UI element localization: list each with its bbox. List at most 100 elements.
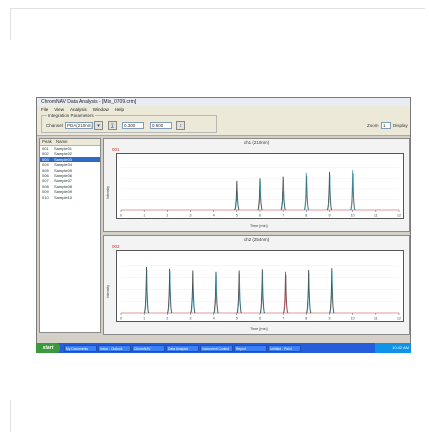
x-tick-label: 1 (143, 317, 145, 321)
peak[interactable] (213, 271, 219, 314)
list-item[interactable]: 006 Sample06 (40, 173, 100, 178)
taskbar-item[interactable]: Report (234, 344, 267, 352)
x-tick-label: 3 (190, 317, 192, 321)
zoom-field[interactable]: 1 (381, 122, 391, 129)
x-axis-title: Time [min] (250, 224, 268, 228)
list-item[interactable]: 001 Sample01 (40, 146, 100, 151)
threshold-field[interactable]: 0.500 (150, 122, 172, 129)
peak-list-header: Peak Name (40, 139, 100, 146)
menu-help[interactable]: Help (114, 107, 124, 112)
peak-name: Sample03 (54, 156, 73, 162)
chromatogram-plot[interactable]: 0 1 2 3 4 5 6 7 8 9 10 11 12 (116, 250, 404, 322)
x-tick-label: 11 (374, 317, 378, 321)
peak[interactable] (350, 170, 356, 211)
x-tick-label: 4 (213, 214, 215, 218)
peak-id: 005 (42, 167, 49, 173)
list-item[interactable]: 005 Sample05 (40, 168, 100, 173)
peak-name: Sample05 (54, 167, 73, 173)
peak-id: 003 (42, 156, 49, 162)
list-item[interactable]: 008 Sample08 (40, 184, 100, 189)
menu-analysis[interactable]: Analysis (69, 107, 87, 112)
peak-overlay (214, 274, 219, 314)
x-tick-label: 6 (259, 317, 261, 321)
dropdown-arrow-icon[interactable]: ▾ (94, 121, 103, 130)
peak-overlay (327, 174, 333, 211)
x-tick-label: 2 (166, 214, 168, 218)
list-item[interactable]: 002 Sample02 (40, 151, 100, 156)
header-peak[interactable]: Peak (42, 139, 52, 144)
peak[interactable] (303, 172, 309, 211)
list-item[interactable]: 003 Sample03 (40, 156, 100, 163)
taskbar-item[interactable]: Untitled - Paint (268, 344, 301, 352)
chromatogram-svg: 0 1 2 3 4 5 6 7 8 9 10 11 12 (120, 265, 401, 321)
peak-name: Sample10 (54, 194, 73, 200)
peak-overlay (167, 271, 173, 314)
menu-view[interactable]: View (54, 107, 64, 112)
peak-id: 002 (42, 151, 49, 157)
x-tick-label: 2 (166, 317, 168, 321)
peak[interactable] (280, 176, 286, 211)
list-item[interactable]: 007 Sample07 (40, 178, 100, 183)
peak[interactable] (326, 171, 333, 211)
x-tick-label: 11 (374, 214, 378, 218)
peak-id: 008 (42, 183, 49, 189)
chromatogram-plot[interactable]: 0 1 2 3 4 5 6 7 8 9 10 11 12 (116, 153, 404, 219)
taskbar-item[interactable]: Inbox - Outlook (98, 344, 131, 352)
peak[interactable] (329, 268, 335, 314)
width-field[interactable]: 0.300 (122, 122, 144, 129)
peak-overlay (306, 272, 312, 314)
peak-id: 010 (42, 194, 49, 200)
start-button[interactable]: start (36, 343, 60, 353)
peak-name: Sample07 (54, 178, 73, 184)
peak-overlay (258, 181, 263, 211)
peak-overlay (329, 271, 335, 314)
taskbar-item[interactable]: ChromNAV (132, 344, 165, 352)
integrate-button[interactable]: ∑ (108, 121, 117, 130)
channel-select[interactable]: PDA(210nm) (65, 122, 93, 129)
chromatogram-panel-2: ch2 (254nm) 002 Intensity 0 1 2 3 4 5 6 7 8 9 10 11… (103, 235, 410, 335)
panel-corner-label: 001 (112, 147, 120, 152)
peak-overlay (283, 274, 289, 314)
menu-window[interactable]: Window (92, 107, 109, 112)
frame-left-line-bottom (10, 400, 11, 432)
peak[interactable] (306, 269, 312, 314)
y-axis-title: Intensity (106, 185, 110, 199)
display-label: Display (393, 123, 408, 128)
x-tick-label: 8 (305, 317, 307, 321)
peak-list-rows: 001 Sample01 002 Sample02 003 Sample03 004 Samp… (40, 146, 100, 200)
x-tick-label: 0 (120, 214, 122, 218)
peak[interactable] (143, 266, 150, 314)
taskbar-item[interactable]: Data Analysis (166, 344, 199, 352)
x-tick-label: 4 (213, 317, 215, 321)
peak-overlay (237, 273, 242, 314)
peak[interactable] (236, 270, 242, 314)
taskbar-items: My Documents Inbox - Outlook ChromNAV Data … (64, 344, 375, 352)
peak-name: Sample09 (54, 189, 73, 195)
list-item[interactable]: 004 Sample04 (40, 162, 100, 167)
x-tick-label: 1 (143, 214, 145, 218)
x-tick-label: 3 (190, 214, 192, 218)
peak[interactable] (234, 180, 240, 211)
peak[interactable] (167, 268, 173, 314)
peak[interactable] (190, 270, 196, 314)
x-tick-label: 9 (329, 214, 331, 218)
spin-icon[interactable]: ↕ (176, 121, 185, 130)
peak[interactable] (259, 269, 265, 314)
list-item[interactable]: 010 Sample10 (40, 195, 100, 200)
menu-bar: File View Analysis Window Help (37, 106, 410, 113)
x-tick-label: 6 (259, 214, 261, 218)
header-name[interactable]: Name (56, 139, 68, 144)
peak-overlay (260, 272, 266, 314)
peak[interactable] (282, 271, 289, 314)
peak-name: Sample08 (54, 183, 73, 189)
window-title: ChromNAV Data Analysis - [Mix_0709.crm] (37, 98, 410, 106)
peak[interactable] (257, 178, 263, 211)
menu-file[interactable]: File (41, 107, 49, 112)
list-item[interactable]: 009 Sample09 (40, 189, 100, 194)
taskbar-item[interactable]: My Documents (64, 344, 97, 352)
x-tick-label: 0 (120, 317, 122, 321)
x-tick-label: 10 (351, 317, 355, 321)
taskbar-item[interactable]: Instrument Control (200, 344, 233, 352)
app-window: ChromNAV Data Analysis - [Mix_0709.crm] … (36, 97, 411, 352)
x-tick-label: 5 (236, 317, 238, 321)
